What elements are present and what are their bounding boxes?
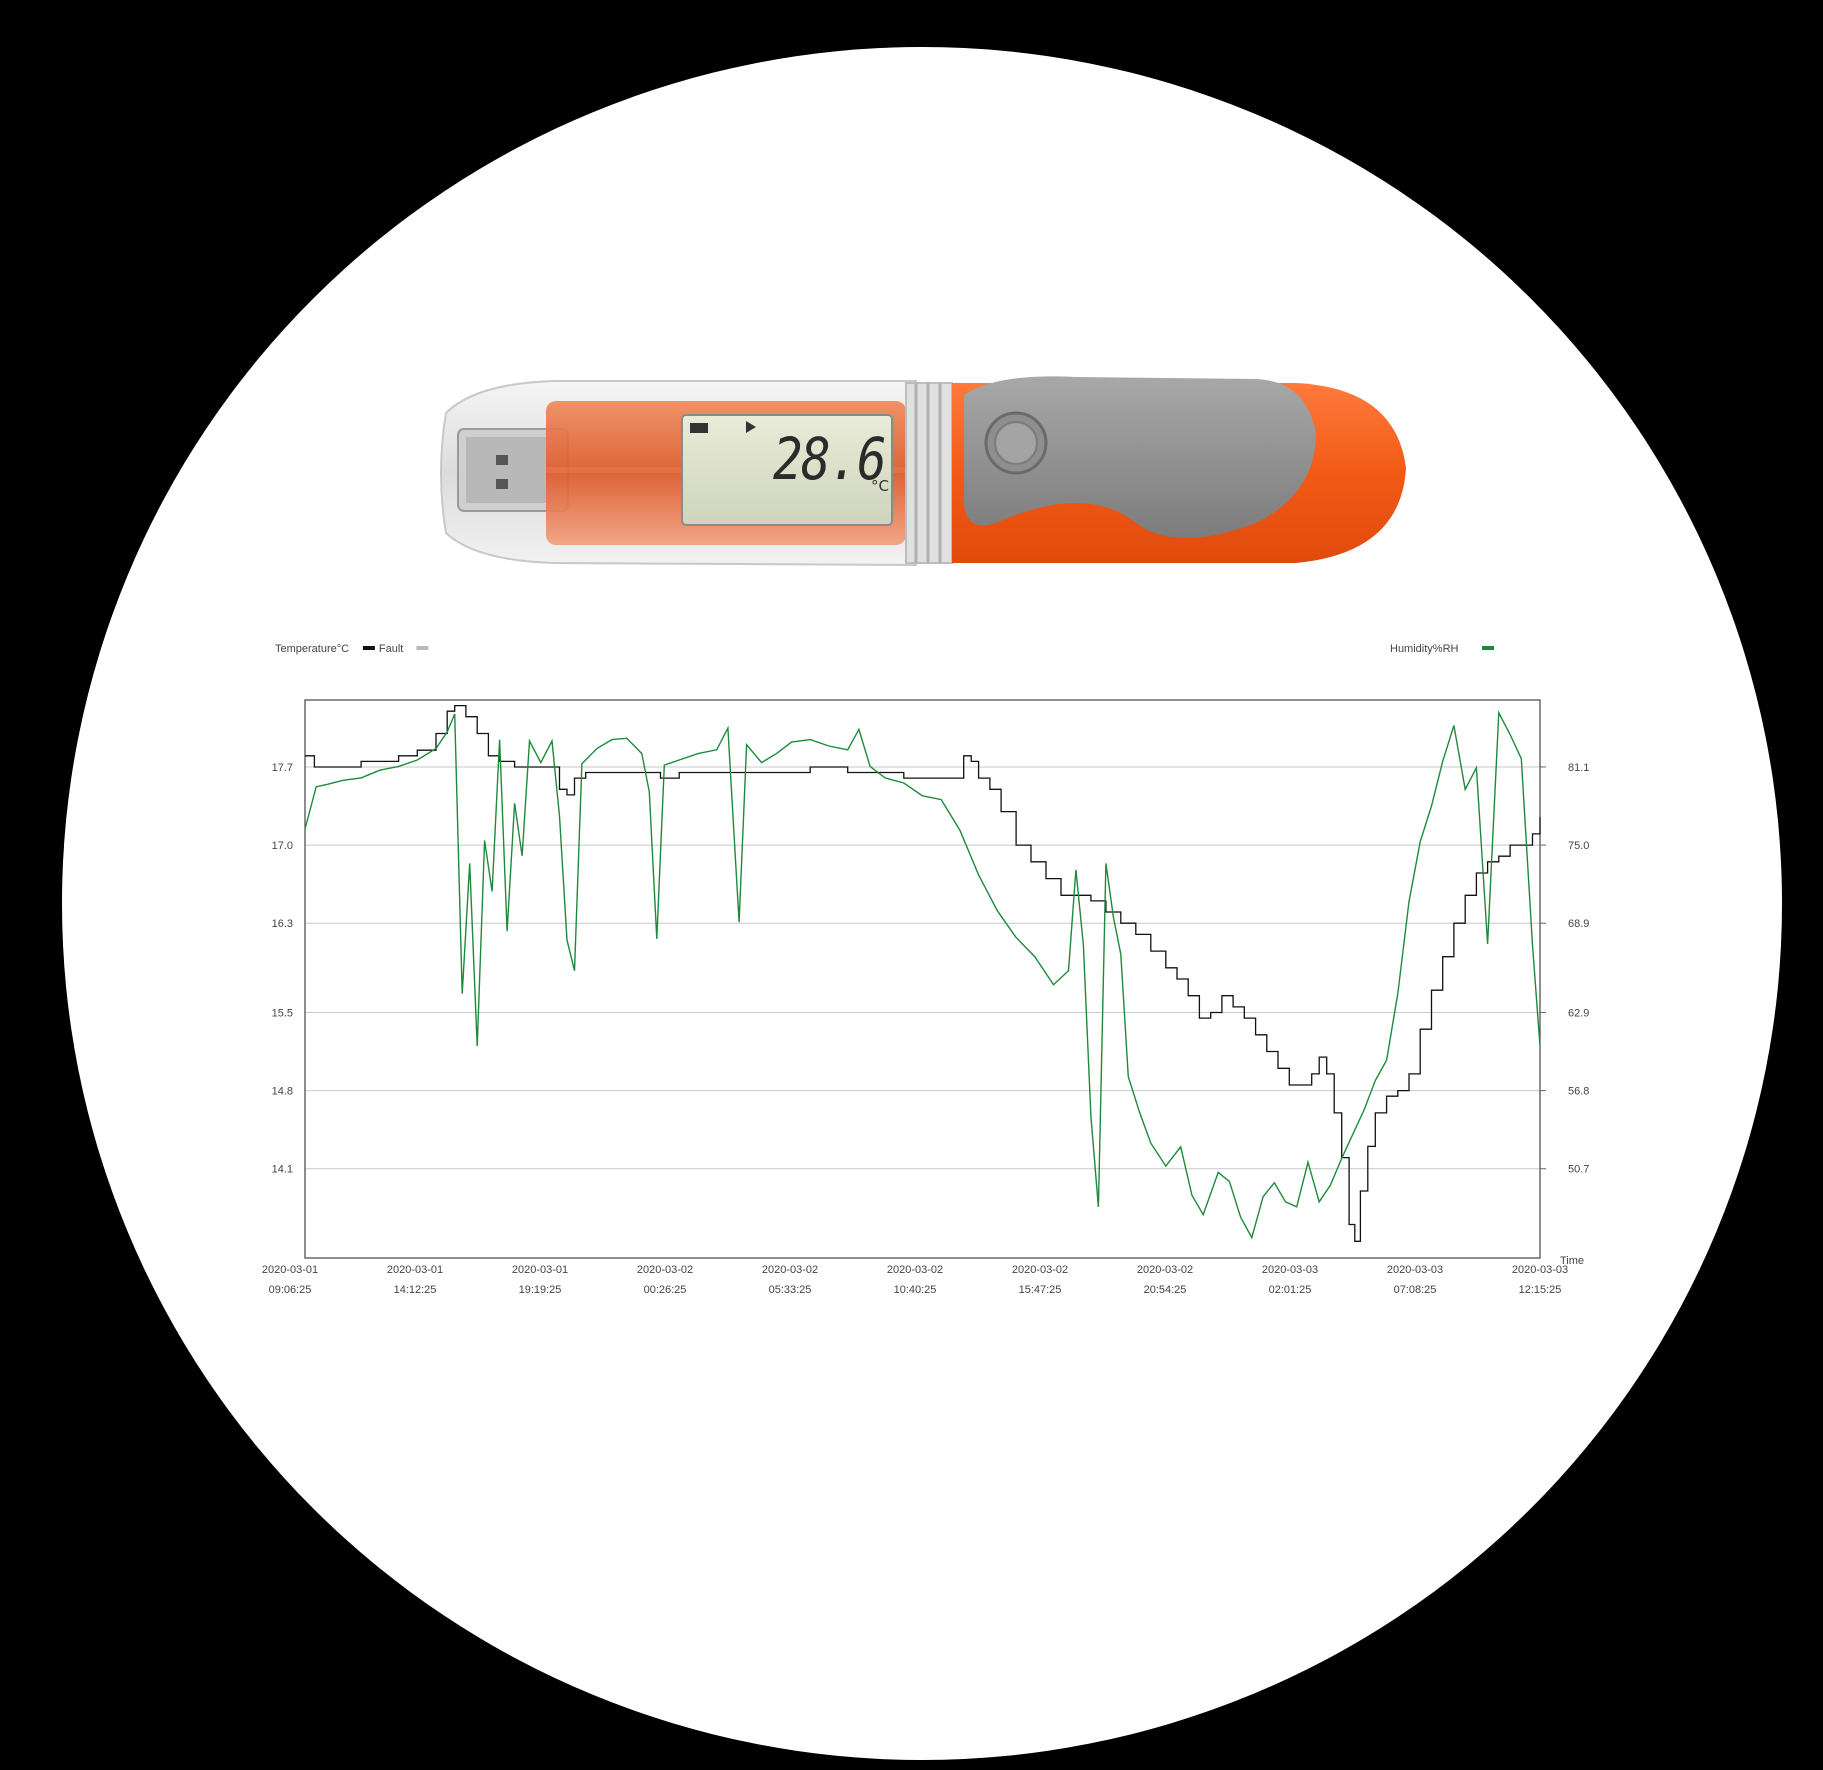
y-right-tick-label: 81.1 bbox=[1568, 762, 1589, 774]
plot-frame bbox=[304, 699, 1541, 1259]
legend-swatch bbox=[416, 646, 429, 650]
y-left-tick-label: 17.7 bbox=[272, 762, 293, 774]
legend-swatch bbox=[362, 646, 375, 650]
chart-legend: Temperature°C Fault Humidity%RH bbox=[275, 643, 1494, 655]
usb-data-logger-image bbox=[440, 376, 1406, 567]
x-tick-time: 19:19:25 bbox=[519, 1284, 562, 1296]
y-right-tick-label: 50.7 bbox=[1568, 1164, 1589, 1176]
x-tick-time: 15:47:25 bbox=[1019, 1284, 1062, 1296]
x-tick-time: 02:01:25 bbox=[1269, 1284, 1312, 1296]
y-left-tick-label: 16.3 bbox=[272, 918, 293, 930]
y-right-tick-label: 75.0 bbox=[1568, 840, 1589, 852]
background-circle bbox=[62, 47, 1782, 1760]
y-right-tick-label: 56.8 bbox=[1568, 1086, 1589, 1098]
series-layer bbox=[304, 704, 1541, 1242]
y-axis-right: 81.1 75.0 68.9 62.9 56.8 50.7 bbox=[1540, 762, 1589, 1176]
x-tick-time: 09:06:25 bbox=[269, 1284, 312, 1296]
x-tick-date: 2020-03-02 bbox=[1137, 1264, 1193, 1276]
x-tick-date: 2020-03-02 bbox=[887, 1264, 943, 1276]
x-tick-date: 2020-03-01 bbox=[512, 1264, 568, 1276]
x-tick-time: 10:40:25 bbox=[894, 1284, 937, 1296]
x-tick-time: 12:15:25 bbox=[1519, 1284, 1562, 1296]
x-axis-label: Time bbox=[1560, 1255, 1584, 1267]
x-tick-time: 20:54:25 bbox=[1144, 1284, 1187, 1296]
legend-label: Fault bbox=[379, 643, 403, 655]
x-tick-date: 2020-03-03 bbox=[1512, 1264, 1568, 1276]
x-tick-date: 2020-03-02 bbox=[762, 1264, 818, 1276]
x-tick-time: 00:26:25 bbox=[644, 1284, 687, 1296]
x-tick-date: 2020-03-02 bbox=[1012, 1264, 1068, 1276]
x-tick-date: 2020-03-01 bbox=[387, 1264, 443, 1276]
y-left-tick-label: 14.8 bbox=[272, 1086, 293, 1098]
lcd-unit: °C bbox=[871, 477, 889, 495]
x-tick-time: 07:08:25 bbox=[1394, 1284, 1437, 1296]
x-tick-date: 2020-03-01 bbox=[262, 1264, 318, 1276]
humidity-series-line bbox=[304, 710, 1541, 1240]
legend-label: Temperature°C bbox=[275, 643, 349, 655]
x-tick-date: 2020-03-03 bbox=[1262, 1264, 1318, 1276]
y-right-tick-label: 62.9 bbox=[1568, 1007, 1589, 1019]
legend-label: Humidity%RH bbox=[1390, 643, 1459, 655]
x-tick-date: 2020-03-02 bbox=[637, 1264, 693, 1276]
x-tick-date: 2020-03-03 bbox=[1387, 1264, 1443, 1276]
lcd-reading: 28.6 bbox=[773, 425, 887, 493]
x-axis: 2020-03-01 09:06:25 2020-03-01 14:12:25 2020… bbox=[262, 1255, 1584, 1296]
grid-lines bbox=[305, 766, 1540, 1170]
y-left-tick-label: 17.0 bbox=[272, 840, 293, 852]
y-left-tick-label: 15.5 bbox=[272, 1007, 293, 1019]
y-left-tick-label: 14.1 bbox=[272, 1164, 293, 1176]
x-tick-time: 14:12:25 bbox=[394, 1284, 437, 1296]
legend-swatch bbox=[1482, 646, 1494, 650]
temperature-series-line bbox=[305, 704, 1541, 1242]
y-right-tick-label: 68.9 bbox=[1568, 918, 1589, 930]
x-tick-time: 05:33:25 bbox=[769, 1284, 812, 1296]
y-axis-left: 17.7 17.0 16.3 15.5 14.8 14.1 bbox=[272, 762, 293, 1176]
